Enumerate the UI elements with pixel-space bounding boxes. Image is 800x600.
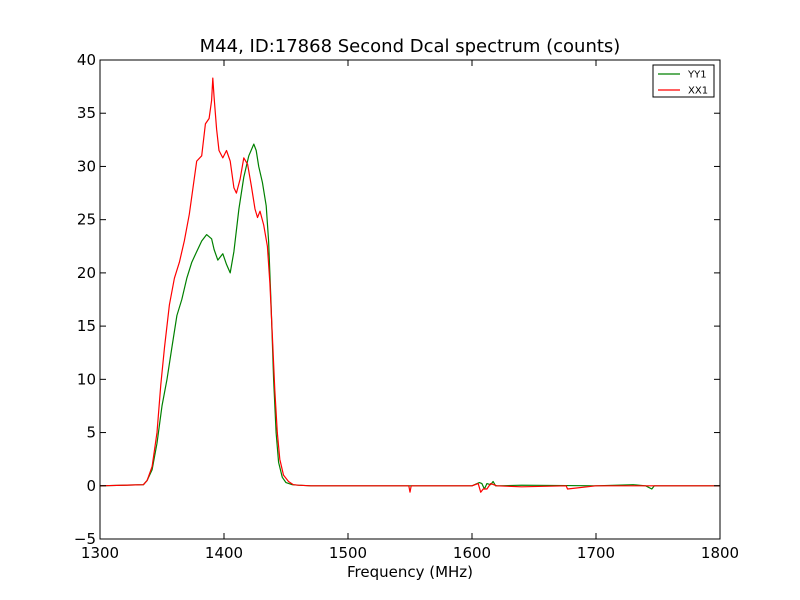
y-tick-label: 20: [77, 264, 96, 282]
x-tick-label: 1500: [329, 544, 367, 562]
legend-label-xx1: XX1: [688, 86, 708, 97]
x-tick-label: 1300: [81, 544, 119, 562]
y-tick-label: 10: [77, 370, 96, 388]
tick-layer: 1300 1400 1500 1600 1700 1800 −5 0 5 10 15 20 25 30 35…: [74, 51, 739, 562]
x-axis-label: Frequency (MHz): [347, 563, 473, 581]
chart-title: M44, ID:17868 Second Dcal spectrum (coun…: [200, 36, 621, 57]
y-tick-label: 15: [77, 317, 96, 335]
series-layer: [99, 77, 720, 493]
x-tick-label: 1700: [577, 544, 615, 562]
y-tick-label: −5: [74, 530, 96, 548]
x-tick-label: 1800: [701, 544, 739, 562]
legend-box: [652, 64, 715, 98]
plot-frame: [99, 59, 721, 540]
series-line-yy1: [99, 143, 720, 490]
series-line-xx1: [99, 77, 720, 493]
y-tick-label: 30: [77, 157, 96, 175]
y-tick-label: 0: [86, 477, 96, 495]
x-tick-label: 1400: [205, 544, 243, 562]
x-tick-label: 1600: [453, 544, 491, 562]
y-tick-label: 35: [77, 104, 96, 122]
y-tick-label: 5: [86, 424, 96, 442]
legend-label-yy1: YY1: [687, 70, 707, 81]
y-tick-label: 25: [77, 211, 96, 229]
y-tick-label: 40: [77, 51, 96, 69]
